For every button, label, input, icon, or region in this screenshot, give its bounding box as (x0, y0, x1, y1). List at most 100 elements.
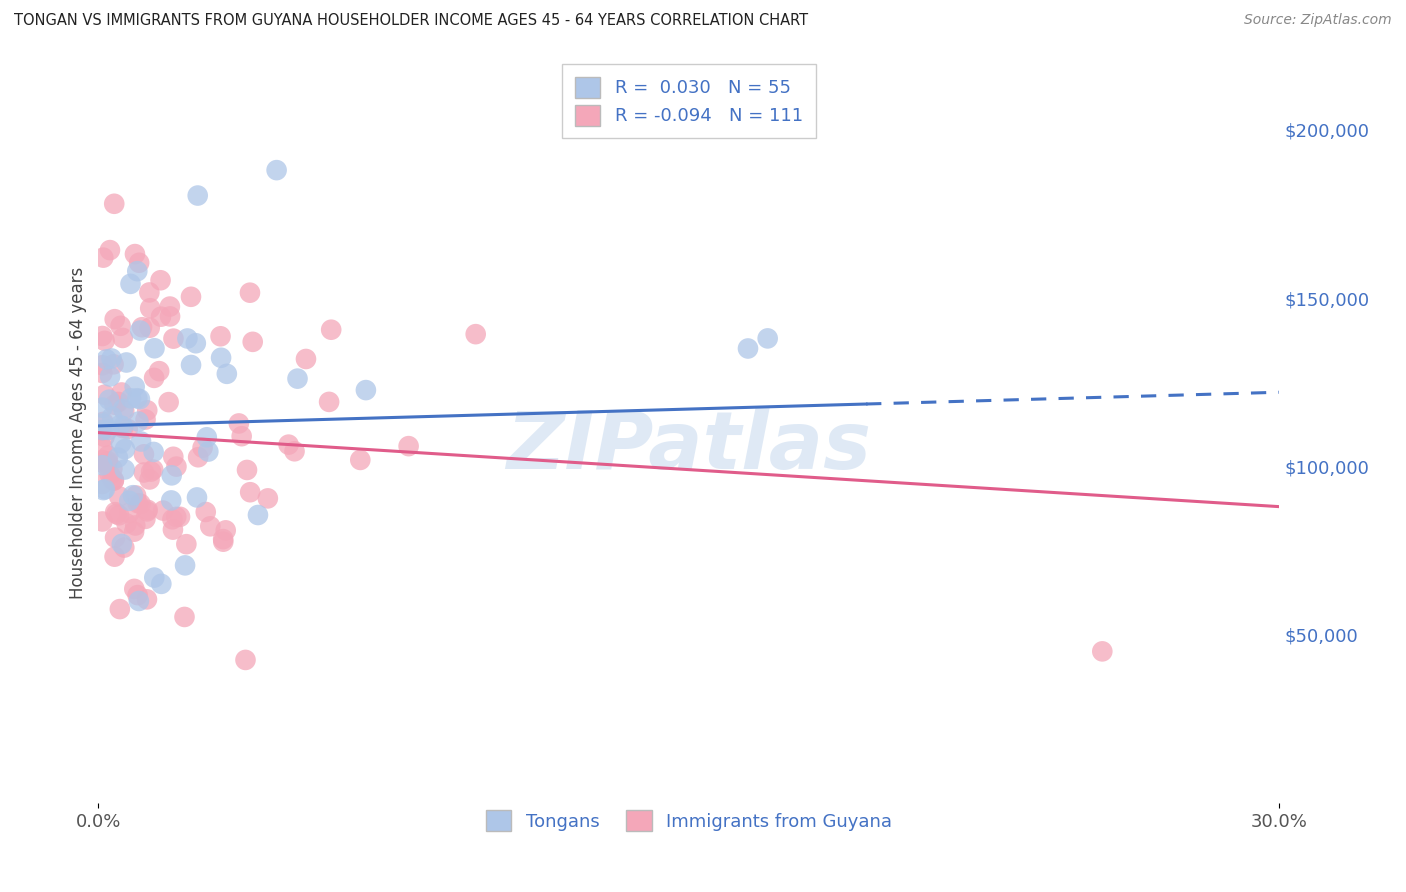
Point (176, 331, 198, 345)
Point (152, 503, 174, 517)
Point (159, 310, 181, 324)
Point (114, 462, 136, 476)
Point (122, 524, 145, 539)
Point (128, 256, 150, 270)
Point (143, 371, 166, 385)
Point (91, 424, 114, 438)
Point (98, 467, 121, 482)
Point (125, 488, 148, 502)
Point (136, 592, 159, 607)
Point (159, 300, 181, 314)
Point (235, 653, 257, 667)
Point (246, 508, 269, 522)
Point (132, 466, 155, 480)
Point (93, 387, 115, 401)
Point (124, 518, 146, 533)
Point (187, 188, 209, 202)
Point (124, 379, 146, 393)
Point (91, 417, 114, 431)
Point (127, 588, 149, 602)
Point (134, 512, 156, 526)
Point (464, 327, 486, 342)
Point (127, 496, 149, 510)
Point (135, 412, 157, 426)
Point (108, 508, 131, 523)
Point (127, 415, 149, 429)
Point (180, 290, 202, 304)
Point (112, 404, 135, 418)
Point (97, 423, 120, 437)
Point (148, 364, 170, 378)
Point (112, 421, 135, 435)
Point (91, 415, 114, 429)
Point (318, 395, 340, 409)
Point (94, 457, 117, 471)
Point (143, 341, 166, 355)
Point (115, 355, 138, 369)
Point (215, 524, 238, 538)
Point (295, 351, 318, 366)
Point (162, 450, 184, 464)
Point (101, 461, 124, 475)
Point (138, 285, 160, 300)
Point (160, 468, 183, 483)
Point (136, 503, 159, 517)
Point (212, 534, 235, 549)
Point (101, 472, 124, 486)
Point (136, 504, 159, 518)
Point (197, 444, 219, 458)
Point (321, 323, 343, 337)
Point (180, 358, 202, 372)
Point (131, 320, 153, 334)
Point (129, 434, 152, 449)
Point (108, 490, 131, 504)
Point (111, 537, 134, 551)
Point (91, 515, 114, 529)
Point (157, 395, 180, 409)
Point (143, 571, 166, 585)
Point (114, 442, 136, 457)
Point (103, 357, 125, 371)
Point (129, 392, 152, 406)
Point (108, 418, 131, 433)
Point (149, 310, 172, 324)
Point (191, 441, 214, 455)
Point (186, 491, 208, 505)
Point (187, 450, 209, 465)
Legend: Tongans, Immigrants from Guyana: Tongans, Immigrants from Guyana (478, 803, 900, 838)
Point (91, 458, 114, 473)
Point (129, 324, 152, 338)
Point (94, 482, 117, 496)
Point (108, 602, 131, 616)
Point (117, 422, 139, 436)
Point (118, 493, 141, 508)
Point (91, 358, 114, 372)
Point (209, 351, 232, 365)
Point (266, 163, 288, 178)
Text: Source: ZipAtlas.com: Source: ZipAtlas.com (1244, 13, 1392, 28)
Point (104, 531, 127, 545)
Point (110, 318, 132, 333)
Point (100, 351, 122, 366)
Point (120, 392, 142, 406)
Point (111, 419, 134, 434)
Point (127, 392, 149, 406)
Point (91, 453, 114, 467)
Point (98, 243, 121, 257)
Point (96, 352, 118, 367)
Point (228, 417, 250, 431)
Point (103, 196, 125, 211)
Point (127, 264, 149, 278)
Point (103, 398, 125, 412)
Point (91, 329, 114, 343)
Point (112, 401, 135, 416)
Point (98, 369, 121, 384)
Point (150, 577, 173, 591)
Point (139, 465, 162, 479)
Point (122, 488, 145, 502)
Point (162, 332, 184, 346)
Point (132, 447, 155, 461)
Point (398, 439, 420, 453)
Y-axis label: Householder Income Ages 45 - 64 years: Householder Income Ages 45 - 64 years (69, 267, 87, 599)
Point (91, 401, 114, 415)
